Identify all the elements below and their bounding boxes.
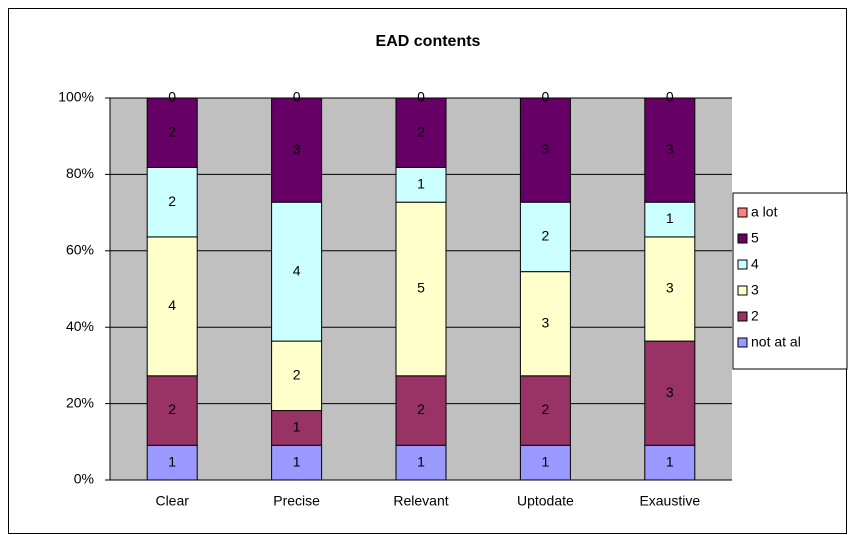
data-label: 0 <box>542 89 550 105</box>
legend-label: 5 <box>751 230 759 246</box>
data-label: 1 <box>417 176 425 192</box>
bar-segment <box>271 97 323 203</box>
data-label: 0 <box>666 89 674 105</box>
data-label: 1 <box>293 419 301 435</box>
y-tick-label: 80% <box>66 165 94 181</box>
data-label: 0 <box>417 89 425 105</box>
data-label: 2 <box>293 367 301 383</box>
legend-swatch <box>737 311 748 322</box>
data-label: 4 <box>168 297 176 313</box>
bar-segment <box>395 444 447 481</box>
legend-swatch <box>737 259 748 270</box>
x-tick-label: Uptodate <box>517 493 574 509</box>
data-label: 3 <box>666 384 674 400</box>
bar-segment <box>395 97 447 168</box>
data-label: 2 <box>542 401 550 417</box>
y-tick-label: 0% <box>74 471 94 487</box>
bar-segment <box>644 236 696 342</box>
bar-segment <box>519 375 571 446</box>
data-label: 3 <box>666 280 674 296</box>
bar-segment <box>146 166 198 238</box>
bar-segment <box>395 166 447 203</box>
bar-segment <box>271 201 323 342</box>
data-label: 1 <box>666 453 674 469</box>
bar-segment <box>146 444 198 481</box>
y-tick-label: 20% <box>66 394 94 410</box>
data-label: 1 <box>542 453 550 469</box>
data-label: 1 <box>168 453 176 469</box>
bar-segment <box>519 97 571 203</box>
data-label: 3 <box>542 141 550 157</box>
data-label: 2 <box>168 401 176 417</box>
chart-title: EAD contents <box>376 33 481 50</box>
y-tick-label: 40% <box>66 318 94 334</box>
legend-label: not at al <box>751 334 801 350</box>
x-tick-label: Clear <box>155 493 189 509</box>
legend-box <box>732 192 848 370</box>
legend-label: a lot <box>751 204 778 220</box>
legend-label: 3 <box>751 282 759 298</box>
bar-segment <box>395 375 447 446</box>
data-label: 0 <box>293 89 301 105</box>
data-label: 2 <box>417 123 425 139</box>
bar-segment <box>146 97 198 168</box>
bar-segment <box>519 444 571 481</box>
y-tick-label: 60% <box>66 242 94 258</box>
data-label: 3 <box>542 314 550 330</box>
legend-label: 4 <box>751 256 759 272</box>
data-label: 1 <box>293 453 301 469</box>
data-label: 1 <box>666 210 674 226</box>
bar-segment <box>644 201 696 238</box>
data-label: 3 <box>666 141 674 157</box>
legend-swatch <box>737 285 748 296</box>
data-label: 1 <box>417 453 425 469</box>
x-tick-label: Exaustive <box>639 493 700 509</box>
legend-swatch <box>737 207 748 218</box>
x-tick-label: Relevant <box>393 493 448 509</box>
bar-segment <box>146 236 198 377</box>
data-label: 0 <box>168 89 176 105</box>
bar-segment <box>644 97 696 203</box>
data-label: 5 <box>417 280 425 296</box>
bar-segment <box>644 340 696 446</box>
legend-label: 2 <box>751 308 759 324</box>
bar-segment <box>271 410 323 446</box>
bar-segment <box>271 340 323 412</box>
data-label: 2 <box>168 193 176 209</box>
bar-segment <box>519 271 571 377</box>
bar-segment <box>146 375 198 446</box>
legend-swatch <box>737 233 748 244</box>
data-label: 2 <box>542 228 550 244</box>
data-label: 3 <box>293 141 301 157</box>
data-label: 2 <box>168 123 176 139</box>
y-tick-label: 100% <box>58 89 94 105</box>
data-label: 2 <box>417 401 425 417</box>
legend-swatch <box>737 337 748 348</box>
x-tick-label: Precise <box>273 493 320 509</box>
data-label: 4 <box>293 262 301 278</box>
bar-segment <box>395 201 447 377</box>
